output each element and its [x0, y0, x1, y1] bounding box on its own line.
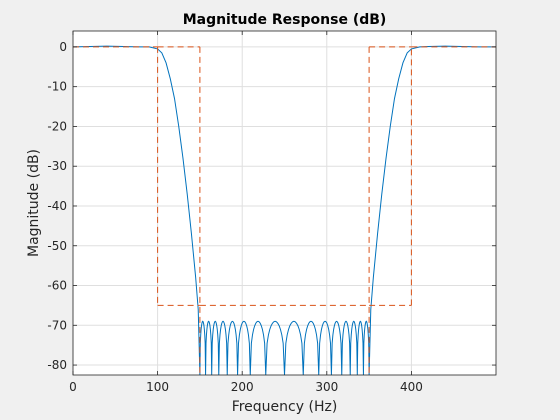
chart-title: Magnitude Response (dB) [183, 12, 387, 28]
y-tick-label: -40 [47, 199, 67, 213]
x-tick-label: 0 [69, 380, 77, 394]
y-tick-label: -80 [47, 358, 67, 372]
response-line [73, 45, 496, 375]
y-tick-label: -20 [47, 119, 67, 133]
plot-area [73, 45, 496, 375]
y-tick-label: -70 [47, 318, 67, 332]
y-tick-label: -30 [47, 159, 67, 173]
x-tick-label: 400 [400, 380, 423, 394]
x-axis-label: Frequency (Hz) [232, 399, 338, 415]
y-axis-label: Magnitude (dB) [26, 149, 42, 257]
axes-box [72, 30, 497, 376]
x-tick-label: 100 [146, 380, 169, 394]
y-tick-label: -60 [47, 279, 67, 293]
x-tick-label: 300 [315, 380, 338, 394]
y-tick-label: 0 [59, 40, 67, 54]
y-tick-label: -10 [47, 80, 67, 94]
axes-background [73, 31, 496, 375]
x-tick-label: 200 [231, 380, 254, 394]
y-tick-label: -50 [47, 239, 67, 253]
ticks: 0 100 200 300 400 0 -10 -20 -30 -40 -50 -60 -70 -80 [47, 31, 496, 394]
